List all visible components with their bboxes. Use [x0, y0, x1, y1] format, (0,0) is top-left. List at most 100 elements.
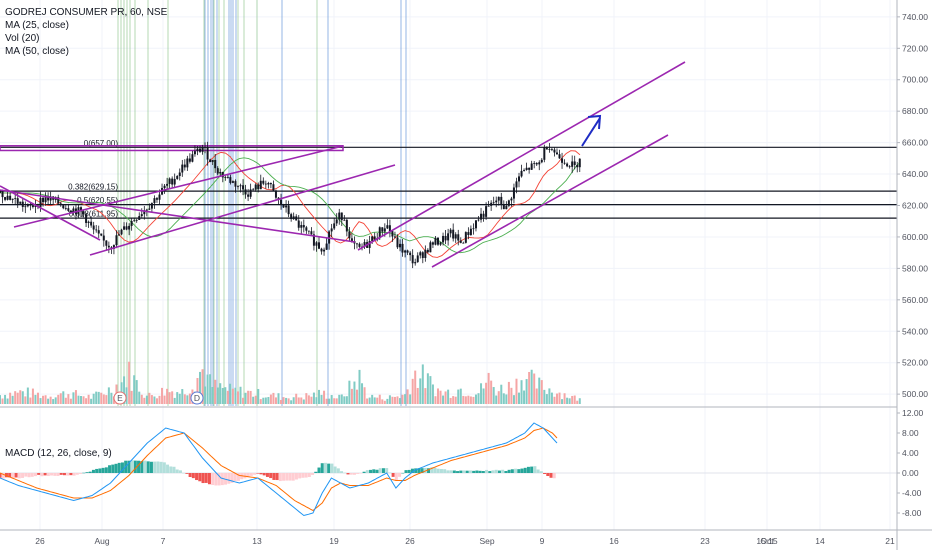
- volume-bar: [168, 392, 171, 404]
- volume-bar: [77, 395, 80, 404]
- volume-bar: [140, 394, 143, 404]
- volume-bar: [561, 399, 564, 404]
- candle-body: [292, 216, 295, 220]
- candle-body: [0, 191, 1, 193]
- volume-bar: [209, 374, 212, 404]
- macd-hist-bar: [185, 473, 189, 474]
- indicator-ma25[interactable]: MA (25, close): [5, 20, 69, 31]
- symbol-title: GODREJ CONSUMER PR, 60, NSE: [5, 7, 168, 18]
- volume-bar: [444, 391, 447, 404]
- candle-body: [426, 249, 429, 253]
- macd-hist-bar: [526, 466, 530, 473]
- volume-bar: [434, 396, 437, 404]
- volume-bar: [143, 397, 146, 404]
- macd-hist-bar: [533, 466, 537, 473]
- candle-body: [404, 250, 407, 253]
- volume-bar: [274, 397, 277, 404]
- candle-body: [414, 262, 417, 264]
- candle-body: [411, 255, 414, 264]
- volume-bar: [310, 396, 313, 404]
- volume-bar: [429, 376, 432, 404]
- macd-hist-bar: [104, 467, 108, 473]
- price-tick-label-9: 560.00: [902, 295, 928, 305]
- volume-bar: [242, 397, 245, 404]
- candle-body: [224, 177, 227, 178]
- candle-body: [495, 200, 498, 203]
- macd-hist-bar: [0, 473, 2, 478]
- volume-bar: [62, 391, 65, 404]
- volume-bar: [353, 381, 356, 404]
- candle-body: [563, 162, 566, 164]
- candle-body: [267, 183, 270, 185]
- candle-body: [6, 195, 9, 200]
- candle-body: [318, 242, 320, 249]
- candle-body: [247, 194, 250, 197]
- macd-tick-label-2: 4.00: [902, 448, 919, 458]
- volume-bar: [64, 397, 67, 404]
- macd-hist-bar: [365, 470, 369, 473]
- volume-bar: [4, 394, 7, 404]
- candle-body: [153, 198, 156, 204]
- macd-hist-bar: [117, 462, 121, 473]
- indicator-ma50[interactable]: MA (50, close): [5, 46, 69, 57]
- candle-body: [530, 163, 533, 170]
- volume-bar: [95, 391, 98, 404]
- volume-bar: [507, 381, 510, 404]
- macd-hist-bar: [372, 469, 376, 473]
- candle-body: [87, 221, 90, 223]
- macd-hist-bar: [468, 470, 472, 473]
- macd-hist-bar: [207, 473, 211, 485]
- volume-bar: [269, 394, 272, 404]
- macd-hist-bar: [137, 460, 141, 473]
- volume-bar: [280, 399, 283, 404]
- volume-bar: [553, 396, 556, 404]
- volume-bar: [487, 372, 490, 404]
- volume-bar: [42, 395, 45, 404]
- macd-hist-bar: [62, 473, 66, 476]
- volume-bar: [300, 397, 303, 404]
- macd-hist-bar: [546, 473, 550, 477]
- macd-hist-bar: [443, 469, 447, 473]
- macd-hist-bar: [85, 472, 89, 473]
- macd-hist-bar: [40, 473, 44, 477]
- candle-body: [19, 201, 22, 204]
- macd-hist-bar: [314, 471, 318, 473]
- macd-hist-bar: [246, 473, 250, 478]
- volume-bar: [107, 387, 110, 404]
- volume-bar: [39, 398, 42, 404]
- candle-body: [259, 180, 262, 190]
- time-tick-label-8: 16: [609, 536, 619, 546]
- volume-bar: [24, 396, 27, 404]
- time-tick-label-13: 21: [885, 536, 895, 546]
- indicator-vol20[interactable]: Vol (20): [5, 33, 40, 44]
- volume-bar: [548, 388, 551, 404]
- volume-bar: [178, 393, 181, 404]
- macd-hist-bar: [30, 473, 34, 477]
- macd-hist-bar: [423, 467, 427, 473]
- volume-bar: [393, 396, 396, 404]
- time-tick-label-6: Sep: [479, 536, 494, 546]
- macd-hist-bar: [369, 469, 373, 473]
- macd-hist-bar: [530, 466, 534, 473]
- macd-hist-bar: [323, 462, 327, 473]
- macd-hist-bar: [439, 469, 443, 473]
- macd-hist-bar: [414, 468, 418, 473]
- candle-body: [434, 237, 437, 245]
- candle-body: [186, 158, 189, 168]
- candle-body: [252, 189, 255, 191]
- volume-bar: [262, 397, 265, 404]
- time-tick-label-0: 26: [35, 536, 45, 546]
- volume-bar: [130, 390, 133, 404]
- macd-label[interactable]: MACD (12, 26, close, 9): [5, 448, 112, 459]
- volume-bar: [199, 371, 202, 404]
- vertical-event-lines: [117, 0, 407, 406]
- macd-hist-bar: [452, 470, 456, 473]
- macd-hist-bar: [37, 473, 41, 475]
- candle-body: [272, 184, 275, 191]
- candle-body: [234, 181, 237, 187]
- macd-hist-bar: [378, 468, 382, 473]
- candle-body: [431, 242, 434, 245]
- macd-hist-bar: [133, 460, 137, 473]
